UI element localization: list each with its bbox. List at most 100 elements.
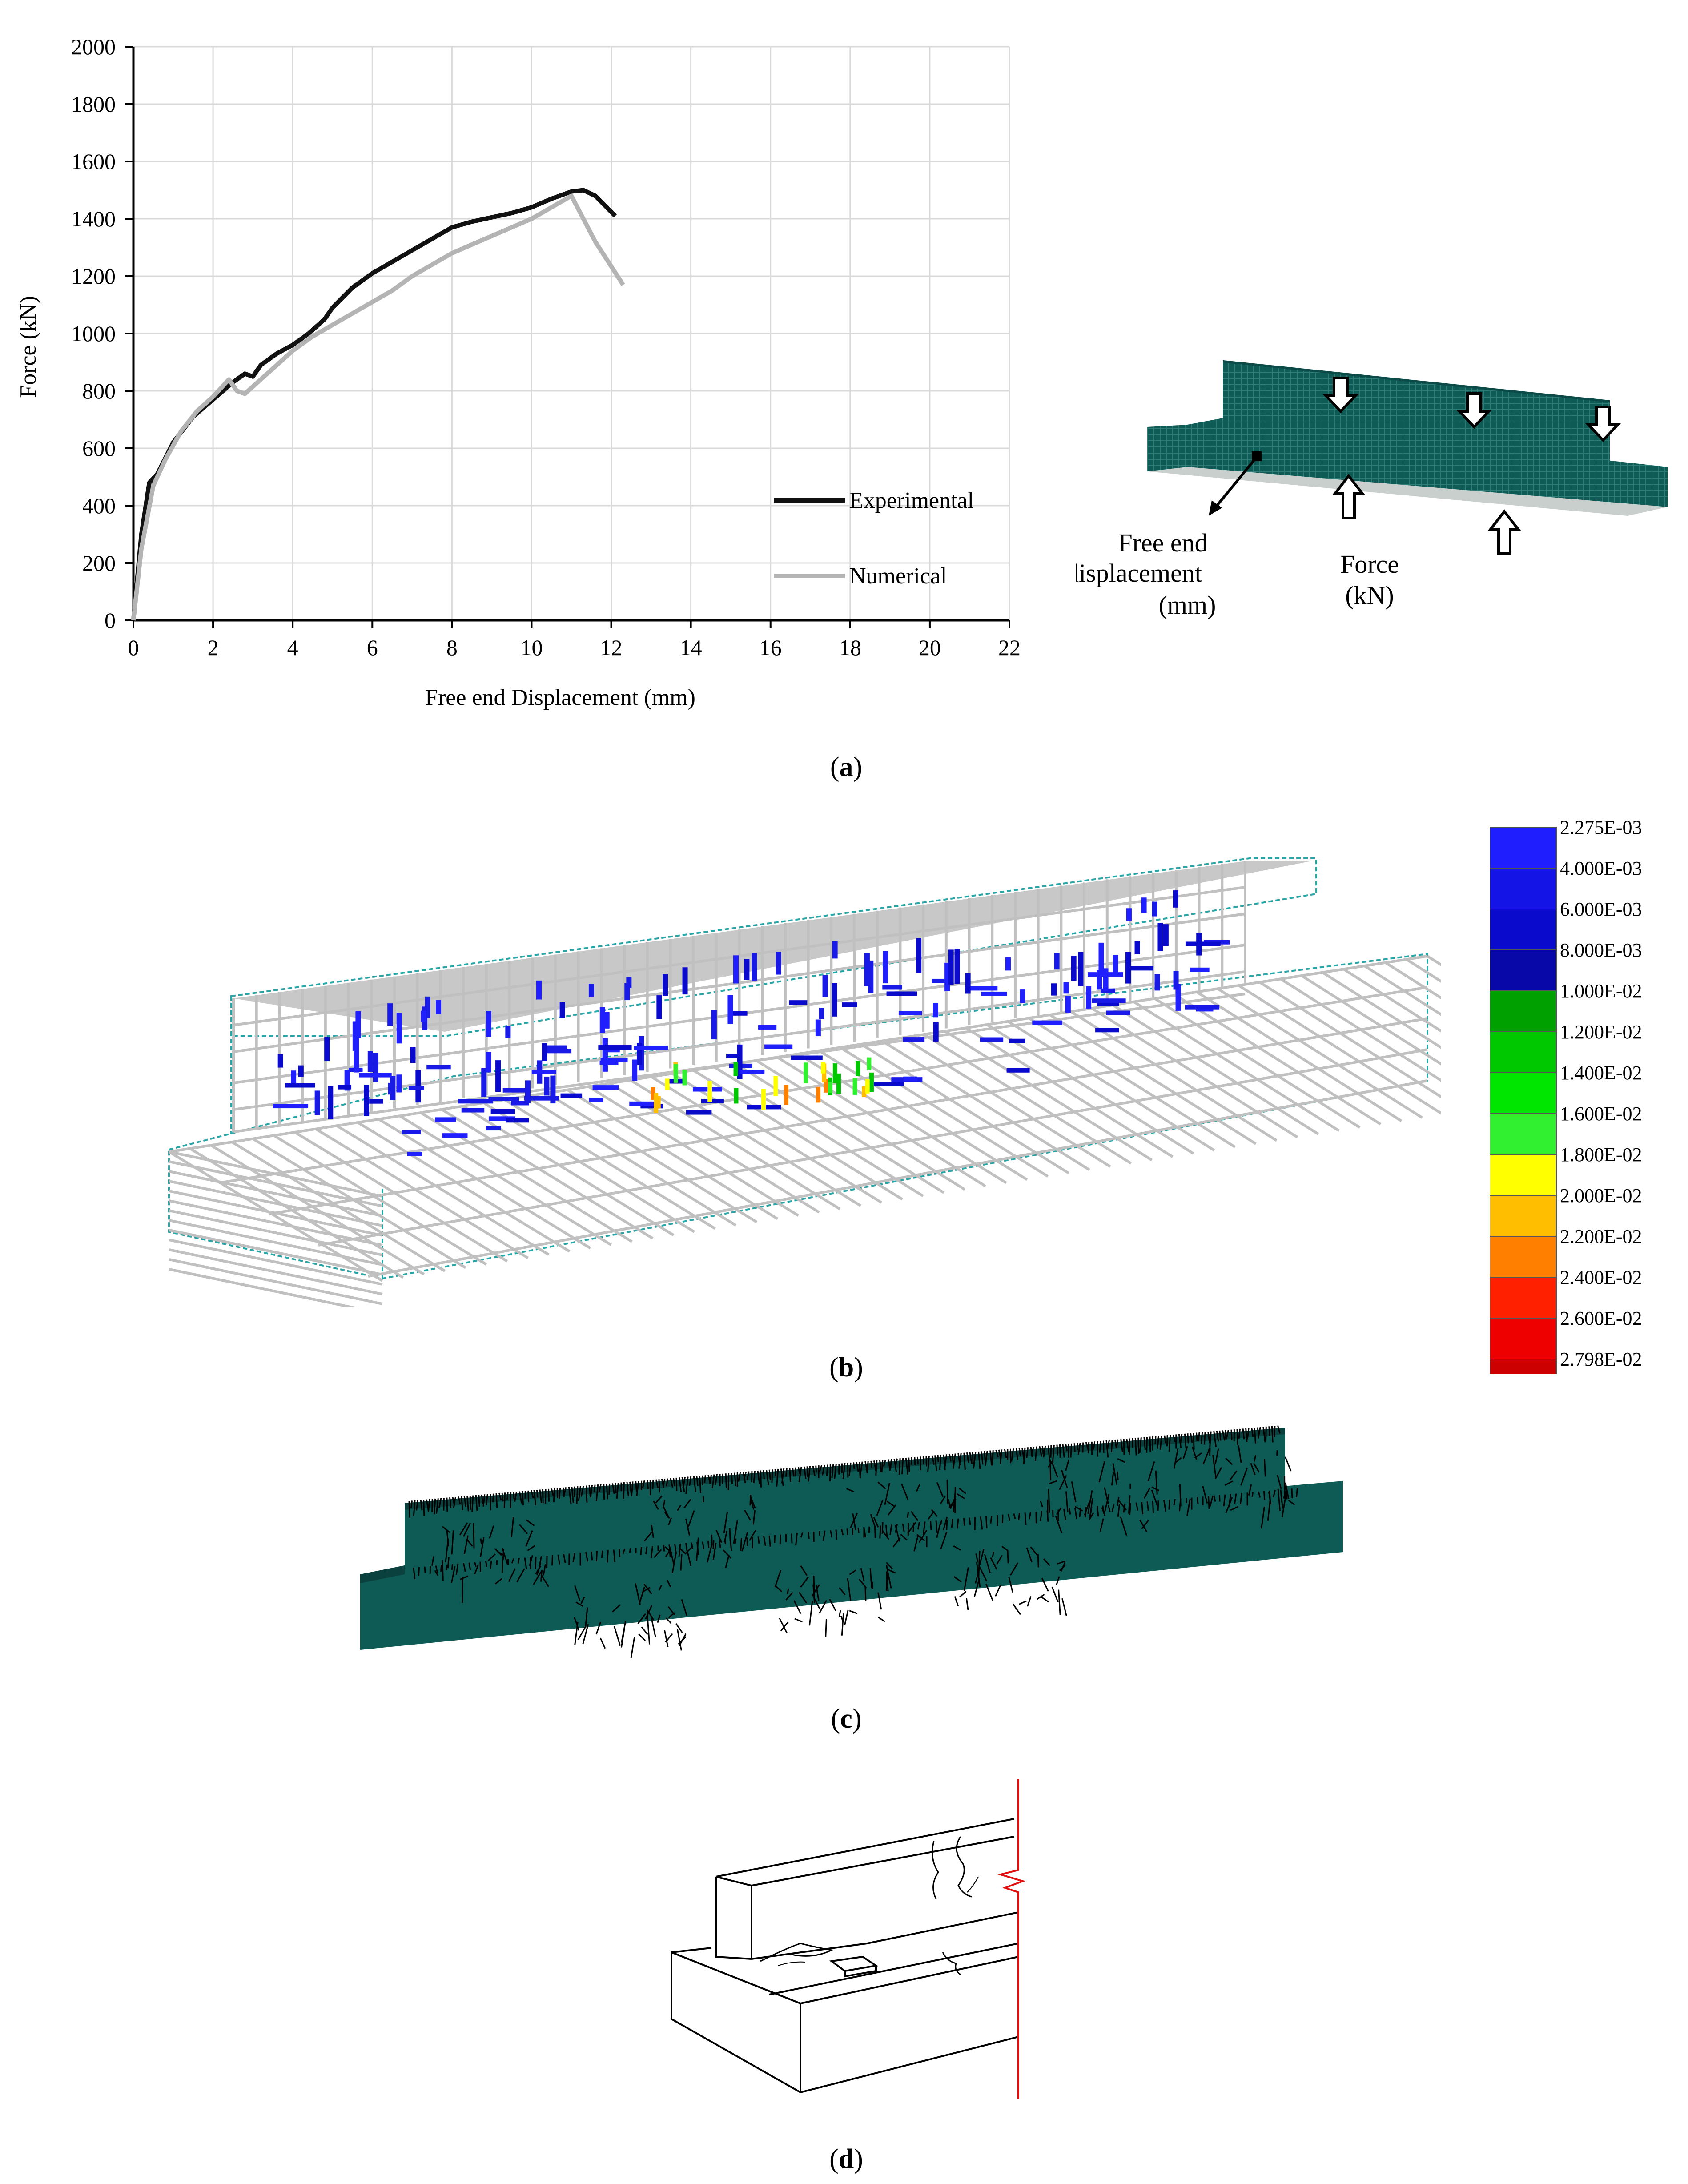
crack-line — [459, 1522, 468, 1536]
crack-line — [1267, 1500, 1271, 1521]
crack-line — [842, 1463, 846, 1479]
crack-marker — [531, 1070, 556, 1074]
crack-line — [599, 1484, 602, 1492]
crack-line — [1065, 1444, 1068, 1451]
crack-line — [1089, 1506, 1093, 1518]
crack-line — [869, 1568, 872, 1589]
crack-markers — [273, 890, 1230, 1156]
crack-line — [1099, 1518, 1104, 1532]
crack-marker — [886, 991, 917, 996]
y-tick-label: 600 — [82, 436, 116, 461]
crack-line — [1029, 1512, 1031, 1520]
crack-line — [846, 1528, 848, 1535]
crack-marker — [543, 1049, 572, 1054]
crack-line — [829, 1599, 836, 1612]
crack-line — [848, 1462, 852, 1476]
crack-marker — [916, 938, 922, 973]
crack-line — [738, 1472, 741, 1482]
crack-line — [1216, 1431, 1219, 1442]
crack-line — [1212, 1455, 1217, 1478]
crack-line — [1026, 1547, 1033, 1562]
crack-marker — [1154, 974, 1160, 991]
crack-line — [719, 1540, 721, 1548]
crack-line — [639, 1586, 645, 1605]
crack-line — [450, 1566, 456, 1583]
crack-marker — [602, 1038, 608, 1072]
crack-line — [1253, 1463, 1260, 1473]
crack-line — [1194, 1452, 1202, 1459]
crack-line — [931, 1455, 935, 1465]
crack-line — [1234, 1493, 1237, 1504]
crack-marker — [1173, 971, 1179, 990]
crack-line — [574, 1585, 581, 1601]
crack-line — [442, 1560, 444, 1581]
crack-marker — [816, 1086, 821, 1103]
crack-line — [527, 1490, 530, 1503]
crack-line — [1111, 1472, 1114, 1486]
crack-line — [879, 1460, 882, 1472]
crack-line — [511, 1558, 514, 1564]
crack-marker — [1131, 966, 1154, 971]
crack-line — [495, 1578, 502, 1585]
crack-line — [1065, 1491, 1069, 1512]
crack-line — [892, 1537, 901, 1548]
crack-line — [1214, 1467, 1222, 1480]
crack-line — [792, 1468, 795, 1477]
crack-line — [1013, 1513, 1016, 1519]
crack-line — [811, 1584, 820, 1597]
crack-line — [1052, 1445, 1055, 1463]
crack-line — [1004, 1449, 1007, 1459]
crack-line — [629, 1481, 632, 1495]
crack-line — [1071, 1481, 1077, 1502]
crack-line — [882, 1530, 890, 1540]
crack-line — [884, 1483, 890, 1505]
crack-line — [1184, 1433, 1187, 1449]
crack-line — [846, 1488, 854, 1492]
crack-line — [530, 1490, 534, 1498]
crack-line — [585, 1552, 588, 1562]
crack-line — [1123, 1503, 1126, 1513]
crack-marker — [1134, 941, 1140, 954]
crack-line — [876, 1500, 884, 1516]
crack-marker — [1163, 924, 1169, 946]
crack-line — [675, 1623, 683, 1633]
crack-line — [408, 1500, 410, 1518]
crack-line — [779, 1617, 788, 1633]
crack-line — [1008, 1514, 1011, 1521]
x-axis-title: Free end Displacement (mm) — [425, 685, 695, 710]
crack-marker — [752, 953, 757, 981]
crack-line — [757, 1536, 760, 1544]
crack-marker — [933, 1002, 939, 1018]
crack-marker — [733, 1062, 738, 1076]
crack-line — [463, 1522, 471, 1537]
crack-line — [595, 1622, 601, 1635]
crack-marker — [502, 1088, 531, 1093]
crack-line — [1120, 1439, 1123, 1452]
crack-line — [1008, 1577, 1013, 1593]
crack-line — [741, 1532, 748, 1552]
crack-marker — [1078, 952, 1084, 986]
crack-line — [1039, 1446, 1042, 1457]
crack-line — [975, 1573, 979, 1584]
crack-line — [1135, 1502, 1139, 1511]
crack-marker — [852, 1078, 857, 1095]
crack-line — [1163, 1500, 1166, 1512]
crack-marker — [273, 1104, 309, 1109]
crack-line — [953, 1453, 956, 1469]
crack-line — [666, 1478, 668, 1487]
crack-line — [776, 1468, 779, 1487]
crack-line — [883, 1459, 886, 1467]
strain-color-legend: 2.275E-03 4.000E-03 6.000E-03 8.000E-03 1.00… — [1490, 816, 1642, 1374]
crack-line — [806, 1466, 808, 1477]
crack-line — [734, 1538, 737, 1544]
crack-line — [574, 1617, 580, 1631]
crack-line — [1230, 1506, 1239, 1511]
crack-line — [1112, 1463, 1117, 1485]
legend-value-label: 2.798E-02 — [1560, 1348, 1642, 1370]
crack-line — [898, 1458, 901, 1475]
crack-line — [943, 1516, 948, 1531]
crack-marker — [1005, 957, 1011, 971]
crack-line — [813, 1597, 820, 1609]
crack-line — [440, 1565, 442, 1572]
crack-line — [959, 1591, 967, 1598]
